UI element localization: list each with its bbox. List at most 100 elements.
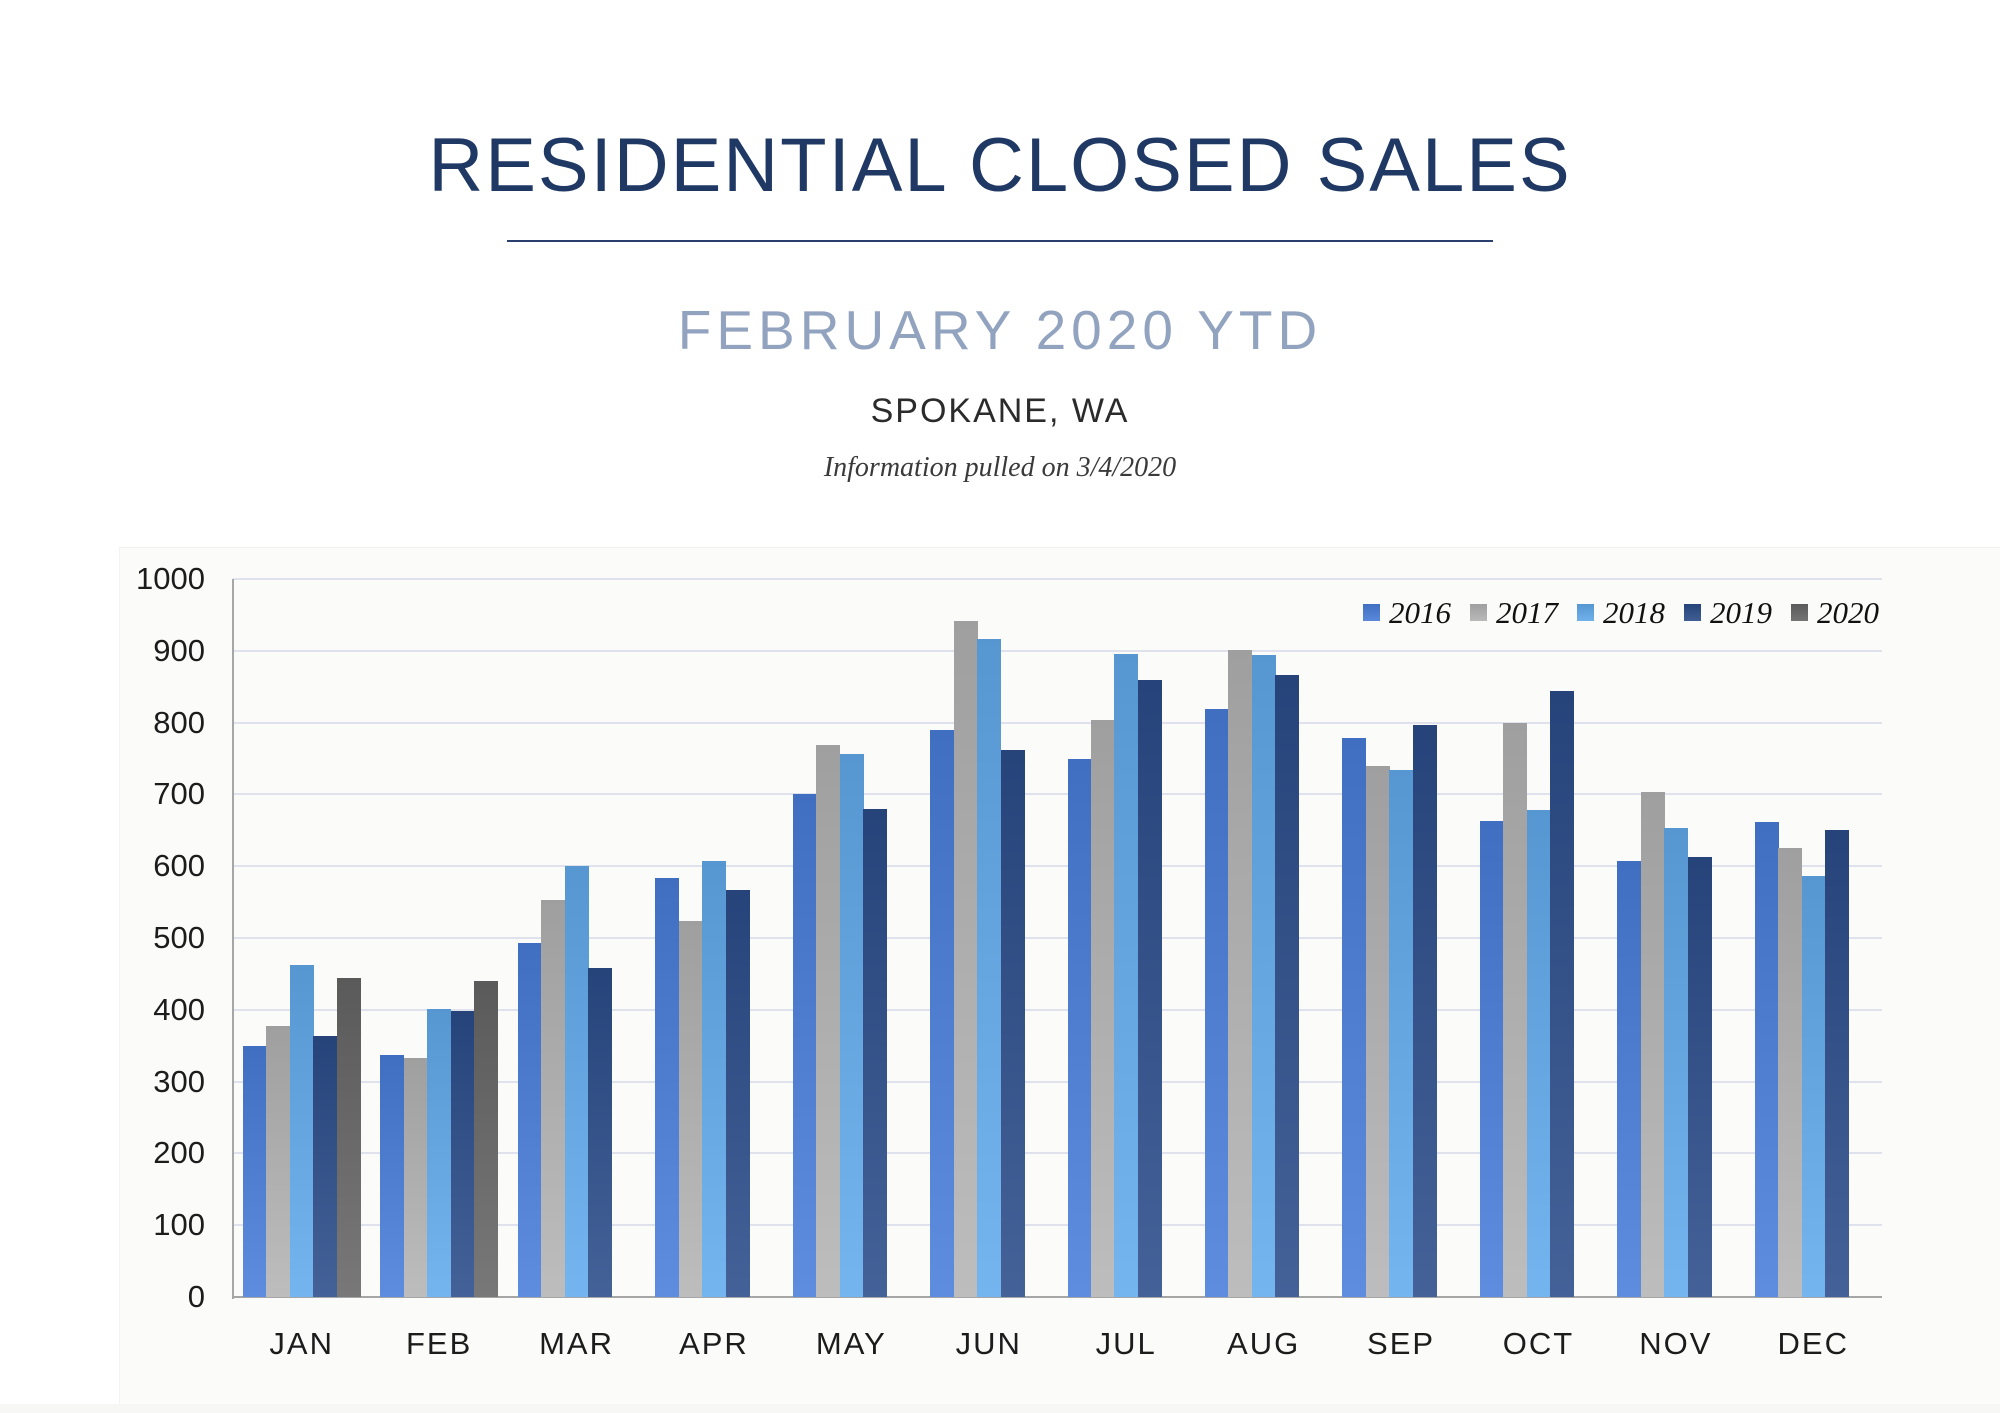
legend-item-2018: 2018 bbox=[1577, 597, 1665, 628]
bar-2019-dec bbox=[1825, 829, 1849, 1297]
bottom-strip bbox=[0, 1404, 2000, 1413]
bar-2020-jan bbox=[336, 978, 361, 1297]
bar-2019-oct bbox=[1550, 691, 1575, 1297]
x-axis-label-apr: APR bbox=[679, 1326, 749, 1361]
bar-2019-may bbox=[863, 808, 888, 1297]
bar-2020-feb bbox=[474, 981, 499, 1297]
x-axis-label-may: MAY bbox=[815, 1326, 887, 1361]
gridline-700 bbox=[233, 793, 1882, 796]
bar-2019-apr bbox=[725, 889, 750, 1297]
bar-2016-jun bbox=[930, 729, 955, 1297]
bar-2016-aug bbox=[1204, 708, 1229, 1297]
legend-swatch-2016 bbox=[1363, 604, 1380, 621]
x-axis-label-mar: MAR bbox=[539, 1326, 614, 1361]
gridline-200 bbox=[233, 1152, 1882, 1155]
report-period-subtitle: FEBRUARY 2020 YTD bbox=[677, 299, 1323, 361]
report-location: SPOKANE, WA bbox=[870, 392, 1130, 430]
bar-2018-aug bbox=[1251, 655, 1276, 1297]
bar-2016-feb bbox=[380, 1055, 405, 1297]
bar-2018-dec bbox=[1801, 875, 1826, 1297]
gridline-1000 bbox=[233, 578, 1882, 580]
bar-2016-may bbox=[792, 794, 817, 1297]
bar-2016-apr bbox=[655, 878, 680, 1297]
title-underline bbox=[507, 240, 1493, 242]
bar-2018-may bbox=[839, 754, 864, 1297]
bar-2018-sep bbox=[1389, 769, 1414, 1297]
gridline-400 bbox=[233, 1008, 1882, 1011]
bar-2019-jul bbox=[1137, 680, 1162, 1297]
bar-2017-apr bbox=[678, 921, 703, 1297]
bar-2017-may bbox=[816, 744, 841, 1297]
bar-2016-mar bbox=[517, 943, 542, 1297]
bar-2016-nov bbox=[1617, 861, 1642, 1297]
bar-2018-oct bbox=[1526, 810, 1551, 1297]
bar-2017-nov bbox=[1640, 792, 1665, 1297]
bar-2019-feb bbox=[450, 1010, 475, 1297]
bar-2019-aug bbox=[1275, 675, 1300, 1297]
y-axis-tick-400: 400 bbox=[153, 991, 205, 1027]
legend-label-2017: 2017 bbox=[1496, 595, 1558, 630]
gridline-500 bbox=[233, 937, 1882, 939]
legend-item-2017: 2017 bbox=[1470, 597, 1558, 628]
legend-swatch-2018 bbox=[1577, 604, 1594, 621]
legend-item-2019: 2019 bbox=[1684, 597, 1772, 628]
bar-2018-jan bbox=[289, 964, 314, 1297]
y-axis-tick-600: 600 bbox=[153, 848, 205, 884]
bar-2018-feb bbox=[427, 1009, 452, 1297]
bar-2019-mar bbox=[588, 968, 613, 1297]
bar-2018-apr bbox=[702, 861, 727, 1297]
x-axis-label-dec: DEC bbox=[1777, 1326, 1849, 1361]
legend-item-2016: 2016 bbox=[1363, 597, 1451, 628]
bar-2017-aug bbox=[1228, 650, 1253, 1297]
x-axis-label-jun: JUN bbox=[955, 1326, 1022, 1361]
legend-label-2020: 2020 bbox=[1817, 595, 1879, 630]
bar-2016-dec bbox=[1754, 821, 1779, 1297]
gridline-100 bbox=[233, 1224, 1882, 1227]
legend-swatch-2017 bbox=[1470, 604, 1487, 621]
y-axis-tick-700: 700 bbox=[153, 776, 205, 812]
bar-2017-jun bbox=[953, 620, 978, 1297]
bar-2017-feb bbox=[403, 1057, 428, 1297]
y-axis-tick-900: 900 bbox=[153, 632, 205, 668]
x-axis-label-nov: NOV bbox=[1639, 1326, 1713, 1361]
bar-2016-sep bbox=[1342, 738, 1367, 1297]
bar-2018-nov bbox=[1664, 828, 1689, 1297]
x-axis-label-feb: FEB bbox=[405, 1326, 473, 1361]
bar-2017-jul bbox=[1090, 719, 1115, 1297]
y-axis-tick-300: 300 bbox=[153, 1063, 205, 1099]
y-axis-tick-500: 500 bbox=[153, 920, 205, 955]
legend-label-2019: 2019 bbox=[1710, 595, 1772, 630]
gridline-0 bbox=[233, 1296, 1882, 1298]
bar-2019-sep bbox=[1412, 724, 1437, 1297]
bar-2016-oct bbox=[1479, 820, 1504, 1297]
y-axis-line bbox=[232, 579, 234, 1299]
legend-swatch-2020 bbox=[1791, 604, 1808, 621]
bar-2017-jan bbox=[266, 1026, 291, 1297]
y-axis-tick-1000: 1000 bbox=[136, 561, 205, 596]
bar-2018-jun bbox=[977, 639, 1002, 1297]
bar-2018-mar bbox=[564, 866, 589, 1297]
gridline-300 bbox=[233, 1080, 1882, 1083]
y-axis-tick-200: 200 bbox=[153, 1135, 205, 1171]
bar-2016-jan bbox=[243, 1045, 267, 1297]
bar-2018-jul bbox=[1114, 654, 1139, 1297]
x-axis-label-sep: SEP bbox=[1367, 1326, 1436, 1361]
bar-2016-jul bbox=[1067, 759, 1092, 1297]
bar-2017-mar bbox=[541, 899, 566, 1297]
x-axis-label-aug: AUG bbox=[1227, 1326, 1301, 1361]
bar-2017-sep bbox=[1365, 765, 1390, 1297]
legend-swatch-2019 bbox=[1684, 604, 1701, 621]
page-title: RESIDENTIAL CLOSED SALES bbox=[428, 123, 1572, 208]
data-pull-date-note: Information pulled on 3/4/2020 bbox=[823, 452, 1177, 483]
legend-label-2018: 2018 bbox=[1603, 595, 1665, 630]
gridline-800 bbox=[233, 721, 1882, 724]
bar-2019-nov bbox=[1687, 856, 1712, 1297]
gridline-600 bbox=[233, 865, 1882, 868]
y-axis-tick-0: 0 bbox=[187, 1279, 205, 1314]
legend-item-2020: 2020 bbox=[1791, 597, 1879, 628]
x-axis-label-jul: JUL bbox=[1095, 1326, 1157, 1361]
bar-2017-dec bbox=[1778, 847, 1803, 1297]
chart-legend: 2016 2017 2018 2019 2020 bbox=[1363, 597, 1879, 628]
legend-label-2016: 2016 bbox=[1389, 595, 1451, 630]
